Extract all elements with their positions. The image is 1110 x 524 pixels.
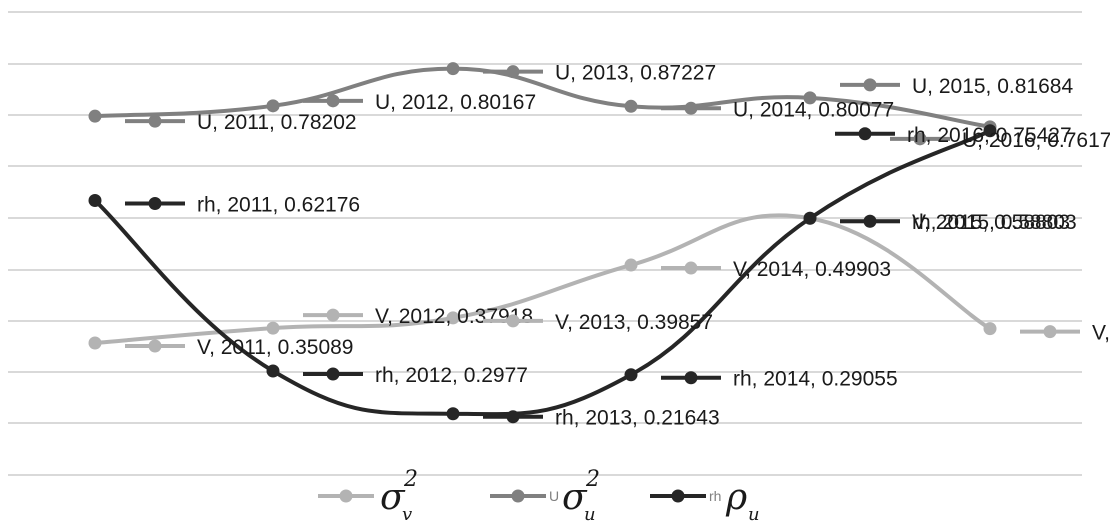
- data-point-U: [624, 99, 638, 113]
- data-label-V: V, 2011, 0.35089: [125, 336, 354, 359]
- legend-subscript: u: [584, 504, 596, 524]
- legend-superscript: 2: [403, 467, 418, 492]
- data-label-text: U, 2015, 0.81684: [912, 75, 1073, 98]
- data-label-key-marker: [326, 367, 340, 381]
- data-label-rh: rh, 2011, 0.62176: [125, 193, 360, 216]
- legend-subscript: u: [748, 504, 760, 524]
- series-lines: [88, 62, 997, 421]
- data-label-V: V, 2016, 0.37818: [1020, 322, 1110, 345]
- legend-symbol: σ: [380, 477, 406, 518]
- data-label-key-marker: [326, 308, 340, 322]
- data-label-key-marker: [684, 101, 698, 115]
- data-label-U: U, 2016, 0.76175: [890, 129, 1110, 152]
- data-label-key-marker: [913, 132, 927, 146]
- data-label-rh: rh, 2012, 0.2977: [303, 364, 528, 387]
- data-label-text: rh, 2014, 0.29055: [733, 368, 898, 391]
- data-label-text: V, 2013, 0.39857: [555, 311, 713, 334]
- data-point-U: [266, 99, 280, 113]
- data-label-text: V, 2015, 0.58803: [912, 211, 1070, 234]
- data-point-V: [446, 311, 460, 325]
- data-label-key-marker: [684, 371, 698, 385]
- series-line-U: [93, 66, 992, 129]
- data-label-text: rh, 2012, 0.2977: [375, 364, 528, 387]
- data-label-U: U, 2014, 0.80077: [661, 98, 894, 121]
- data-label-key-marker: [506, 314, 520, 328]
- legend-prefix: U: [549, 488, 559, 504]
- data-point-U: [88, 109, 102, 123]
- legend-marker: [339, 489, 353, 503]
- data-label-text: V, 2016, 0.37818: [1092, 322, 1110, 345]
- data-label-U: U, 2012, 0.80167: [303, 91, 536, 114]
- data-point-rh: [624, 368, 638, 382]
- data-label-text: rh, 2013, 0.21643: [555, 407, 720, 430]
- data-label-key-marker: [858, 127, 872, 141]
- legend-subscript: v: [402, 504, 412, 524]
- data-label-key-marker: [506, 410, 520, 424]
- data-point-rh: [803, 211, 817, 225]
- data-label-text: V, 2014, 0.49903: [733, 258, 891, 281]
- series-line-rh: [93, 128, 992, 417]
- data-label-text: U, 2013, 0.87227: [555, 62, 716, 85]
- series-line-V: [93, 213, 992, 345]
- data-label-key-marker: [506, 65, 520, 79]
- data-label-key-marker: [148, 196, 162, 210]
- data-point-U: [803, 91, 817, 105]
- legend-item-V: σ 2 v: [318, 467, 418, 524]
- data-label-key-marker: [684, 261, 698, 275]
- legend-marker: [511, 489, 525, 503]
- data-point-V: [266, 321, 280, 335]
- data-label-key-marker: [326, 94, 340, 108]
- data-label-key-marker: [863, 214, 877, 228]
- data-label-key-marker: [148, 339, 162, 353]
- data-label-text: U, 2011, 0.78202: [197, 111, 357, 134]
- data-point-V: [624, 258, 638, 272]
- data-label-text: U, 2014, 0.80077: [733, 98, 894, 121]
- data-label-V: V, 2014, 0.49903: [661, 258, 891, 281]
- data-label-U: U, 2011, 0.78202: [125, 111, 357, 134]
- data-point-rh: [266, 364, 280, 378]
- legend-item-rh: rh ρ u: [650, 477, 760, 524]
- legend-marker: [671, 489, 685, 503]
- legend-prefix: rh: [709, 488, 721, 504]
- data-label-U: U, 2015, 0.81684: [840, 75, 1073, 98]
- data-label-rh: rh, 2013, 0.21643: [483, 407, 720, 430]
- data-label-rh: rh, 2016, 0.75427: [835, 124, 1072, 147]
- data-label-key-marker: [1043, 325, 1057, 339]
- data-label-text: rh, 2015, 0.58803: [912, 211, 1077, 234]
- legend-symbol: σ: [562, 477, 588, 518]
- data-label-rh: rh, 2014, 0.29055: [661, 368, 898, 391]
- legend-symbol: ρ: [725, 477, 747, 518]
- data-label-key-marker: [863, 78, 877, 92]
- data-label-rh: rh, 2015, 0.58803: [840, 211, 1077, 234]
- data-point-V: [983, 322, 997, 336]
- data-label-text: U, 2016, 0.76175: [962, 129, 1110, 152]
- data-label-text: rh, 2016, 0.75427: [907, 124, 1072, 147]
- data-label-text: rh, 2011, 0.62176: [197, 193, 360, 216]
- data-label-text: V, 2011, 0.35089: [197, 336, 354, 359]
- data-point-rh: [983, 124, 997, 138]
- data-label-text: U, 2012, 0.80167: [375, 91, 536, 114]
- data-label-key-marker: [148, 114, 162, 128]
- data-point-V: [88, 336, 102, 350]
- data-point-rh: [446, 407, 460, 421]
- legend-superscript: 2: [585, 467, 600, 492]
- data-label-U: U, 2013, 0.87227: [483, 62, 716, 85]
- data-label-V: V, 2013, 0.39857: [483, 311, 713, 334]
- data-point-U: [446, 62, 460, 76]
- data-point-rh: [88, 193, 102, 207]
